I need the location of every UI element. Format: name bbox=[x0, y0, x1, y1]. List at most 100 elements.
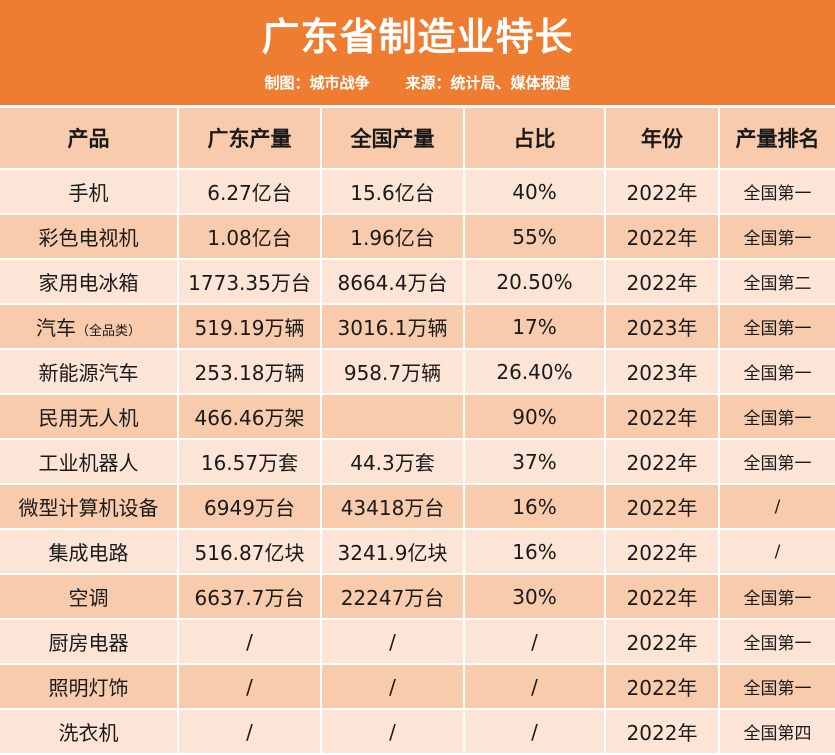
cell-guangdong-output-text: 519.19万辆 bbox=[194, 316, 305, 340]
cell-guangdong-output: 1.08亿台 bbox=[178, 214, 322, 260]
table-row: 照明灯饰 / / / 2022年 全国第一 bbox=[0, 664, 835, 710]
cell-rank-text: 全国第一 bbox=[743, 184, 812, 204]
cell-rank-text: 全国第一 bbox=[743, 634, 812, 654]
cell-product: 洗衣机 bbox=[0, 709, 179, 755]
cell-rank: 全国第一 bbox=[719, 619, 835, 665]
cell-rank: / bbox=[719, 529, 835, 575]
cell-product-text: 厨房电器 bbox=[48, 631, 129, 655]
column-header-guangdong-output: 广东产量 bbox=[178, 108, 322, 170]
cell-rank-text: 全国第一 bbox=[743, 589, 812, 609]
cell-national-output: 3241.9亿块 bbox=[321, 529, 465, 575]
cell-share-text: 90% bbox=[512, 404, 557, 429]
cell-product-text: 空调 bbox=[68, 586, 109, 610]
column-header-share: 占比 bbox=[464, 108, 606, 170]
cell-guangdong-output: / bbox=[178, 619, 322, 665]
cell-share: 16% bbox=[464, 484, 606, 530]
cell-product-text: 洗衣机 bbox=[58, 721, 119, 745]
cell-rank: 全国第一 bbox=[719, 664, 835, 710]
cell-year-text: 2023年 bbox=[626, 316, 698, 340]
cell-year: 2022年 bbox=[605, 259, 720, 305]
cell-guangdong-output-text: 466.46万架 bbox=[194, 406, 305, 430]
cell-product: 照明灯饰 bbox=[0, 664, 179, 710]
cell-share: 20.50% bbox=[464, 259, 606, 305]
credit-text: 制图：城市战争 bbox=[264, 74, 370, 92]
cell-guangdong-output-text: 6949万台 bbox=[204, 496, 295, 520]
product-note: （全品类） bbox=[75, 324, 141, 339]
cell-product-text: 家用电冰箱 bbox=[38, 271, 139, 295]
table-row: 厨房电器 / / / 2022年 全国第一 bbox=[0, 619, 835, 665]
table-row: 家用电冰箱 1773.35万台 8664.4万台 20.50% 2022年 全国第二 bbox=[0, 259, 835, 305]
page-title: 广东省制造业特长 bbox=[261, 15, 574, 59]
cell-rank-text: 全国第一 bbox=[743, 319, 812, 339]
cell-guangdong-output-text: 6637.7万台 bbox=[194, 586, 305, 610]
cell-year: 2022年 bbox=[605, 484, 720, 530]
cell-rank: 全国第一 bbox=[719, 214, 835, 260]
cell-guangdong-output-text: 16.57万套 bbox=[200, 451, 299, 475]
cell-rank: 全国第一 bbox=[719, 349, 835, 395]
table-row: 民用无人机 466.46万架 90% 2022年 全国第一 bbox=[0, 394, 835, 440]
cell-share: 55% bbox=[464, 214, 606, 260]
cell-share: / bbox=[464, 709, 606, 755]
cell-product-text: 民用无人机 bbox=[38, 406, 139, 430]
cell-share-text: / bbox=[531, 719, 538, 744]
cell-rank: 全国第一 bbox=[719, 574, 835, 620]
cell-rank: 全国第四 bbox=[719, 709, 835, 755]
cell-share: 40% bbox=[464, 169, 606, 215]
cell-product-text: 微型计算机设备 bbox=[18, 496, 159, 520]
cell-product: 空调 bbox=[0, 574, 179, 620]
table-row: 彩色电视机 1.08亿台 1.96亿台 55% 2022年 全国第一 bbox=[0, 214, 835, 260]
cell-rank-text: 全国第一 bbox=[743, 409, 812, 429]
cell-product: 家用电冰箱 bbox=[0, 259, 179, 305]
cell-product: 厨房电器 bbox=[0, 619, 179, 665]
cell-guangdong-output-text: / bbox=[246, 674, 253, 699]
column-header-year: 年份 bbox=[605, 108, 720, 170]
cell-national-output: 43418万台 bbox=[321, 484, 465, 530]
cell-share: / bbox=[464, 664, 606, 710]
cell-national-output: 15.6亿台 bbox=[321, 169, 465, 215]
cell-share-text: 40% bbox=[512, 179, 557, 204]
cell-product-text: 汽车 bbox=[35, 316, 76, 340]
cell-product: 新能源汽车 bbox=[0, 349, 179, 395]
cell-year-text: 2022年 bbox=[626, 631, 698, 655]
cell-year: 2022年 bbox=[605, 664, 720, 710]
cell-year: 2023年 bbox=[605, 349, 720, 395]
cell-year: 2022年 bbox=[605, 709, 720, 755]
column-header-product: 产品 bbox=[0, 108, 179, 170]
subtitle: 制图：城市战争 来源：统计局、媒体报道 bbox=[0, 72, 835, 94]
cell-national-output-text: 44.3万套 bbox=[350, 451, 435, 475]
cell-product: 汽车（全品类） bbox=[0, 304, 179, 350]
cell-guangdong-output-text: / bbox=[246, 719, 253, 744]
cell-guangdong-output: 6.27亿台 bbox=[178, 169, 322, 215]
cell-rank-text: / bbox=[774, 541, 781, 562]
cell-guangdong-output-text: / bbox=[246, 629, 253, 654]
cell-share-text: 37% bbox=[512, 449, 557, 474]
cell-year: 2022年 bbox=[605, 439, 720, 485]
cell-year-text: 2022年 bbox=[626, 181, 698, 205]
cell-guangdong-output: 466.46万架 bbox=[178, 394, 322, 440]
source-text: 来源：统计局、媒体报道 bbox=[405, 74, 571, 92]
cell-share: / bbox=[464, 619, 606, 665]
cell-guangdong-output: 519.19万辆 bbox=[178, 304, 322, 350]
cell-national-output-text: / bbox=[389, 674, 396, 699]
cell-national-output: 8664.4万台 bbox=[321, 259, 465, 305]
cell-product-text: 工业机器人 bbox=[38, 451, 139, 475]
cell-product: 民用无人机 bbox=[0, 394, 179, 440]
cell-year-text: 2022年 bbox=[626, 496, 698, 520]
cell-product: 彩色电视机 bbox=[0, 214, 179, 260]
cell-guangdong-output: 253.18万辆 bbox=[178, 349, 322, 395]
cell-year-text: 2022年 bbox=[626, 406, 698, 430]
cell-national-output-text: 3016.1万辆 bbox=[337, 316, 448, 340]
cell-national-output: / bbox=[321, 709, 465, 755]
cell-rank: 全国第一 bbox=[719, 169, 835, 215]
cell-guangdong-output-text: 6.27亿台 bbox=[207, 181, 292, 205]
cell-product-text: 手机 bbox=[68, 181, 109, 205]
cell-rank-text: 全国第一 bbox=[743, 679, 812, 699]
cell-year: 2022年 bbox=[605, 169, 720, 215]
cell-guangdong-output-text: 1773.35万台 bbox=[188, 271, 311, 295]
cell-share-text: 16% bbox=[512, 494, 557, 519]
cell-guangdong-output-text: 516.87亿块 bbox=[194, 541, 305, 565]
cell-guangdong-output-text: 1.08亿台 bbox=[207, 226, 292, 250]
cell-product-text: 新能源汽车 bbox=[38, 361, 139, 385]
cell-product: 集成电路 bbox=[0, 529, 179, 575]
cell-product-text: 彩色电视机 bbox=[38, 226, 139, 250]
